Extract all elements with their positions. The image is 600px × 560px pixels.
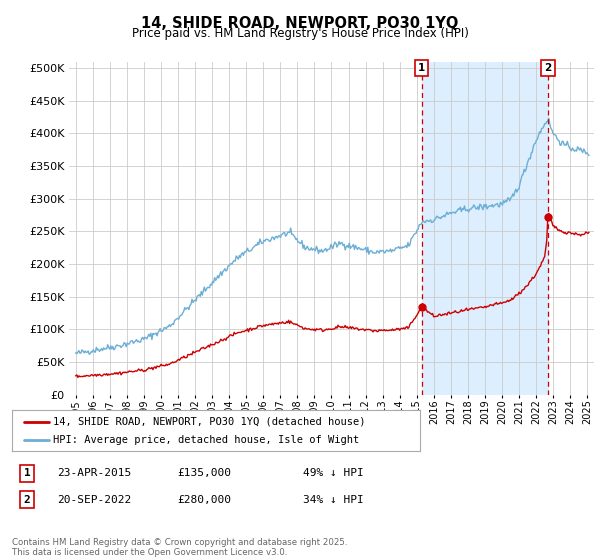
Text: HPI: Average price, detached house, Isle of Wight: HPI: Average price, detached house, Isle… [53, 435, 359, 445]
Bar [422, 62, 548, 395]
Text: 1: 1 [418, 63, 425, 73]
Text: 2: 2 [23, 494, 31, 505]
Text: 34% ↓ HPI: 34% ↓ HPI [303, 494, 364, 505]
Text: 14, SHIDE ROAD, NEWPORT, PO30 1YQ: 14, SHIDE ROAD, NEWPORT, PO30 1YQ [142, 16, 458, 31]
Text: 20-SEP-2022: 20-SEP-2022 [57, 494, 131, 505]
Text: £135,000: £135,000 [177, 468, 231, 478]
Text: 14, SHIDE ROAD, NEWPORT, PO30 1YQ (detached house): 14, SHIDE ROAD, NEWPORT, PO30 1YQ (detac… [53, 417, 365, 427]
Text: 49% ↓ HPI: 49% ↓ HPI [303, 468, 364, 478]
Text: 1: 1 [23, 468, 31, 478]
Text: 2: 2 [544, 63, 551, 73]
Text: £280,000: £280,000 [177, 494, 231, 505]
Text: 23-APR-2015: 23-APR-2015 [57, 468, 131, 478]
Text: Contains HM Land Registry data © Crown copyright and database right 2025.
This d: Contains HM Land Registry data © Crown c… [12, 538, 347, 557]
Text: Price paid vs. HM Land Registry's House Price Index (HPI): Price paid vs. HM Land Registry's House … [131, 27, 469, 40]
